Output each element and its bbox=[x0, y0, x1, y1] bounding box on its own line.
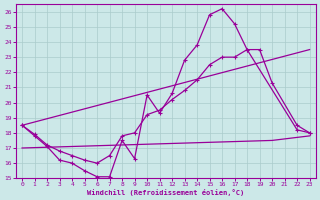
X-axis label: Windchill (Refroidissement éolien,°C): Windchill (Refroidissement éolien,°C) bbox=[87, 189, 244, 196]
